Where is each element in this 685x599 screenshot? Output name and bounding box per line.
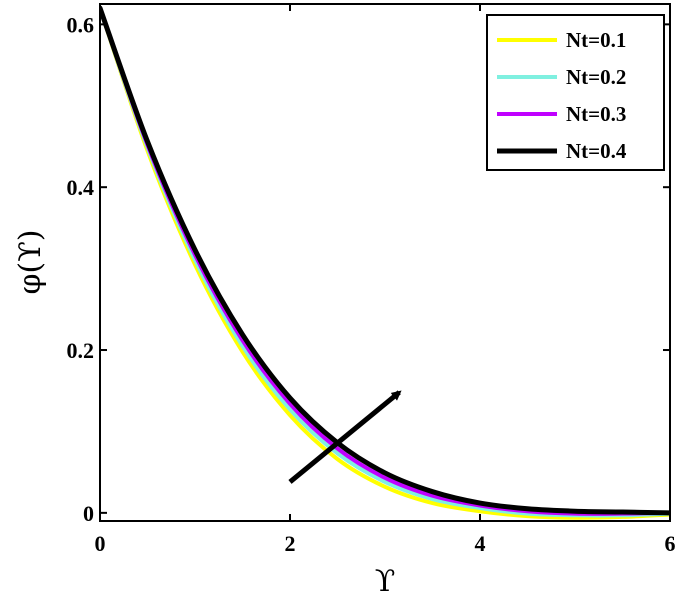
y-axis-ticks: 0 0.2 0.4 0.6 bbox=[67, 12, 670, 526]
x-axis-label: ϒ bbox=[375, 564, 396, 599]
series-line-4 bbox=[100, 5, 670, 516]
increase-arrow bbox=[288, 390, 402, 484]
legend-label: Nt=0.1 bbox=[566, 28, 626, 52]
y-tick-label: 0.6 bbox=[67, 12, 95, 37]
series-layer bbox=[100, 5, 670, 520]
x-tick-label: 2 bbox=[285, 531, 296, 556]
x-tick-label: 6 bbox=[665, 531, 676, 556]
legend-label: Nt=0.2 bbox=[566, 65, 626, 89]
y-axis-label: φ(ϒ) bbox=[13, 229, 48, 294]
x-tick-label: 4 bbox=[475, 531, 486, 556]
x-tick-label: 0 bbox=[95, 531, 106, 556]
y-tick-label: 0 bbox=[83, 501, 94, 526]
legend-label: Nt=0.4 bbox=[566, 139, 627, 163]
x-axis-ticks: 0 2 4 6 bbox=[95, 4, 676, 556]
y-tick-label: 0.2 bbox=[67, 338, 95, 363]
y-tick-label: 0.4 bbox=[67, 175, 95, 200]
legend-label: Nt=0.3 bbox=[566, 102, 626, 126]
legend: Nt=0.1 Nt=0.2 Nt=0.3 Nt=0.4 bbox=[486, 14, 665, 171]
plot-frame bbox=[99, 3, 671, 522]
